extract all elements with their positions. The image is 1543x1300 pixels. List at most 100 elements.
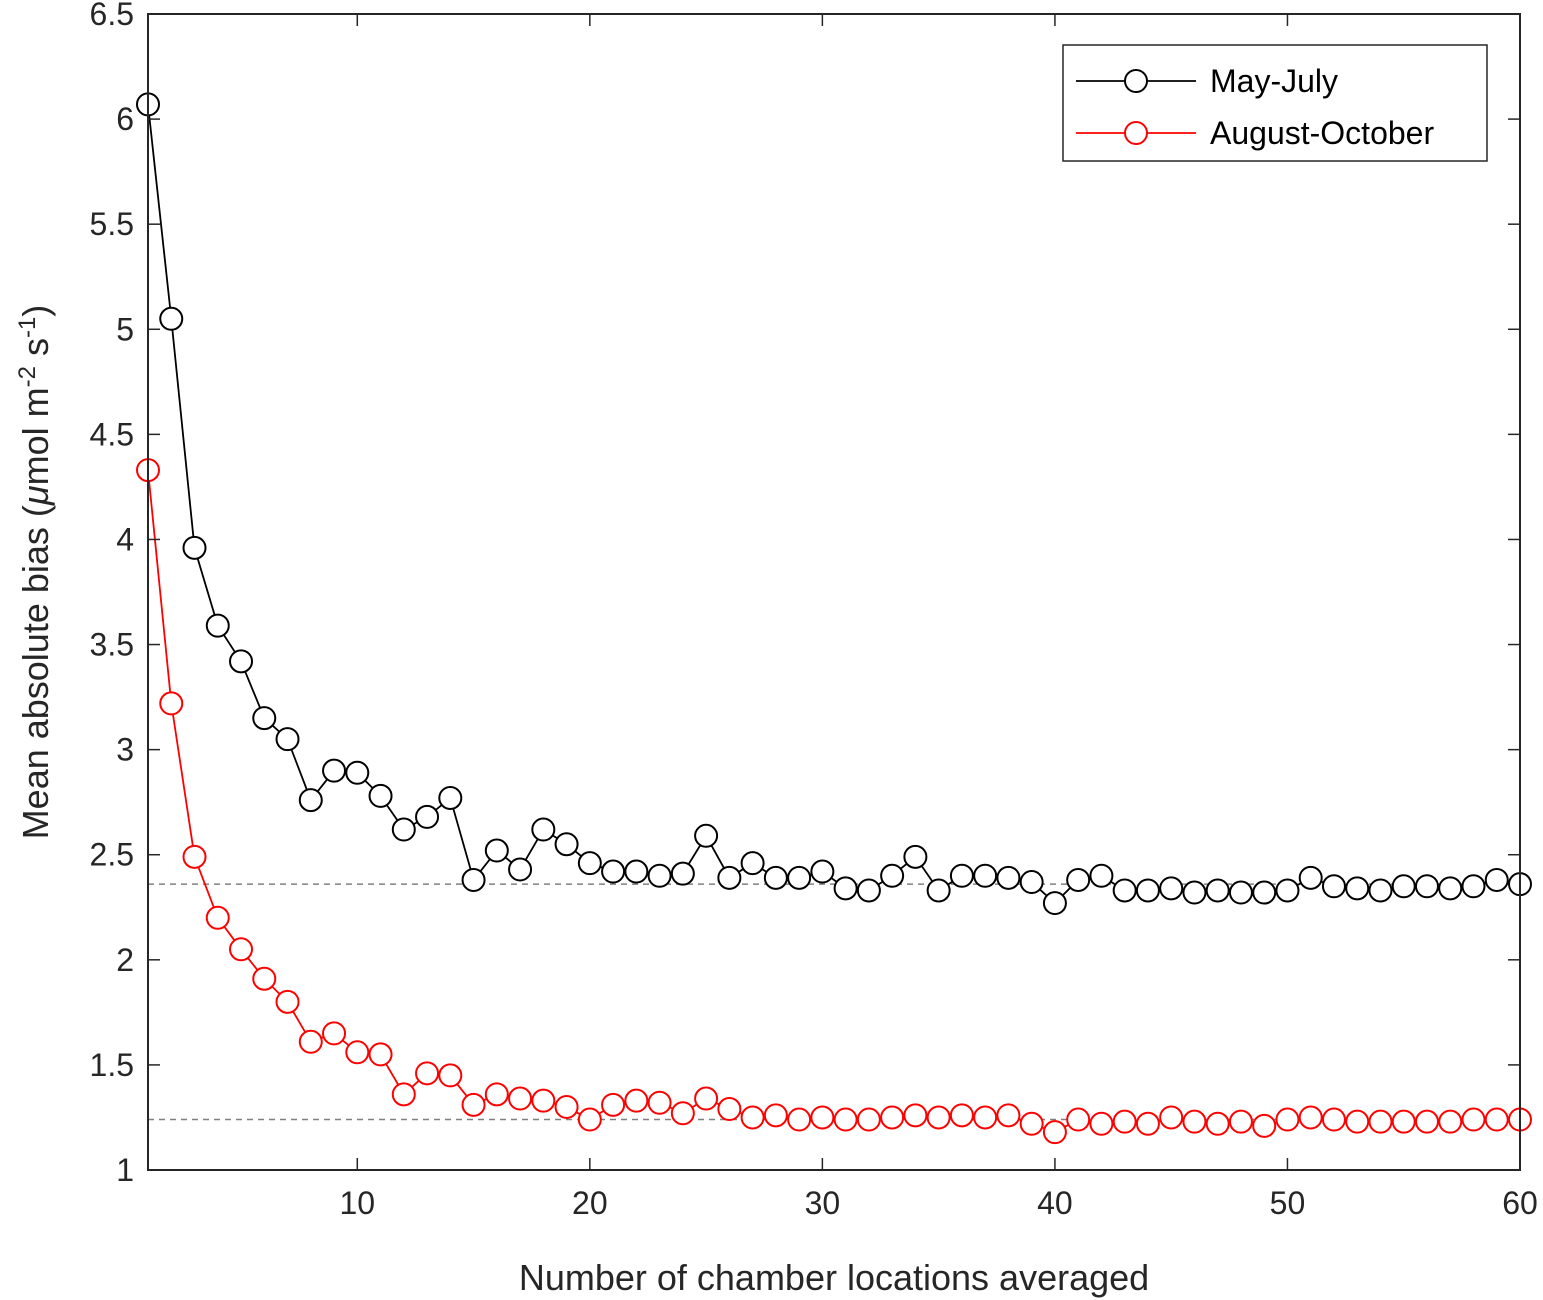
- y-tick-label: 3.5: [90, 627, 134, 663]
- data-point: [391, 1082, 416, 1107]
- data-point: [1275, 878, 1300, 903]
- data-point: [322, 1021, 347, 1046]
- data-point: [647, 1090, 672, 1115]
- data-point: [949, 1103, 974, 1128]
- data-point: [252, 706, 277, 731]
- data-point: [1461, 1107, 1486, 1132]
- data-point: [1019, 1111, 1044, 1136]
- data-point: [1159, 1105, 1184, 1130]
- data-point: [1484, 1107, 1509, 1132]
- y-axis-label-prefix: Mean absolute bias (: [15, 505, 56, 839]
- data-point: [577, 851, 602, 876]
- legend-label-august-october: August-October: [1210, 115, 1434, 151]
- data-point: [787, 1107, 812, 1132]
- data-point: [1089, 863, 1114, 888]
- data-point: [461, 867, 486, 892]
- y-tick-label: 4.5: [90, 416, 134, 452]
- data-point: [1112, 1109, 1137, 1134]
- data-point: [508, 1086, 533, 1111]
- data-point: [159, 306, 184, 331]
- data-point: [229, 937, 254, 962]
- data-point: [601, 859, 626, 884]
- data-point: [554, 1094, 579, 1119]
- data-point: [531, 1088, 556, 1113]
- data-point: [182, 844, 207, 869]
- data-point: [1205, 878, 1230, 903]
- y-axis-label-unit2: s: [15, 338, 56, 366]
- x-tick-label: 20: [572, 1185, 608, 1221]
- data-point: [1345, 1109, 1370, 1134]
- data-point: [926, 878, 951, 903]
- series-august-october: [136, 458, 1532, 1145]
- data-point: [1391, 874, 1416, 899]
- data-point: [949, 863, 974, 888]
- data-point: [996, 865, 1021, 890]
- y-tick-label: 1.5: [90, 1047, 134, 1083]
- data-point: [624, 1088, 649, 1113]
- data-point: [763, 865, 788, 890]
- data-point: [368, 783, 393, 808]
- data-point: [856, 878, 881, 903]
- data-point: [1275, 1107, 1300, 1132]
- data-point: [1438, 1109, 1463, 1134]
- series-layer: [136, 92, 1532, 1145]
- y-axis-label-mu: μ: [15, 485, 56, 506]
- data-point: [740, 1105, 765, 1130]
- data-point: [810, 1105, 835, 1130]
- data-point: [205, 905, 230, 930]
- data-point: [1484, 867, 1509, 892]
- data-point: [1368, 878, 1393, 903]
- data-point: [438, 1063, 463, 1088]
- data-point: [763, 1103, 788, 1128]
- data-point: [1252, 1113, 1277, 1138]
- data-point: [1461, 874, 1486, 899]
- y-tick-label: 3: [116, 732, 134, 768]
- data-point: [275, 989, 300, 1014]
- data-point: [1228, 1109, 1253, 1134]
- data-point: [1042, 891, 1067, 916]
- data-point: [973, 863, 998, 888]
- x-tick-label: 50: [1270, 1185, 1306, 1221]
- legend-marker-august-october: [1124, 121, 1148, 145]
- data-point: [903, 844, 928, 869]
- data-point: [1135, 878, 1160, 903]
- data-point: [1182, 1109, 1207, 1134]
- data-point: [694, 1086, 719, 1111]
- data-point: [461, 1092, 486, 1117]
- x-tick-label: 60: [1502, 1185, 1538, 1221]
- data-point: [1019, 870, 1044, 895]
- data-point: [833, 876, 858, 901]
- y-axis-label-suffix: ): [15, 305, 56, 317]
- data-point: [391, 817, 416, 842]
- x-tick-label: 10: [339, 1185, 375, 1221]
- data-point: [508, 857, 533, 882]
- data-point: [996, 1103, 1021, 1128]
- x-tick-label: 30: [805, 1185, 841, 1221]
- data-point: [856, 1107, 881, 1132]
- data-point: [880, 863, 905, 888]
- data-point: [903, 1103, 928, 1128]
- legend: May-July August-October: [1062, 44, 1488, 162]
- plot-frame: [147, 13, 1521, 1171]
- data-point: [973, 1105, 998, 1130]
- data-point: [1345, 876, 1370, 901]
- legend-entry-august-october: August-October: [1076, 115, 1434, 151]
- data-point: [159, 691, 184, 716]
- y-axis-label-sup2: -1: [14, 317, 41, 338]
- data-point: [1414, 1109, 1439, 1134]
- data-point: [1089, 1111, 1114, 1136]
- legend-label-may-july: May-July: [1210, 63, 1338, 99]
- legend-marker-may-july: [1124, 69, 1148, 93]
- data-point: [717, 865, 742, 890]
- data-point: [1391, 1109, 1416, 1134]
- data-point: [1042, 1120, 1067, 1145]
- data-point: [229, 649, 254, 674]
- data-point: [298, 788, 323, 813]
- data-point: [1135, 1111, 1160, 1136]
- data-point: [182, 535, 207, 560]
- y-tick-label: 6: [116, 101, 134, 137]
- y-tick-label: 5.5: [90, 206, 134, 242]
- data-point: [322, 758, 347, 783]
- data-point: [787, 865, 812, 890]
